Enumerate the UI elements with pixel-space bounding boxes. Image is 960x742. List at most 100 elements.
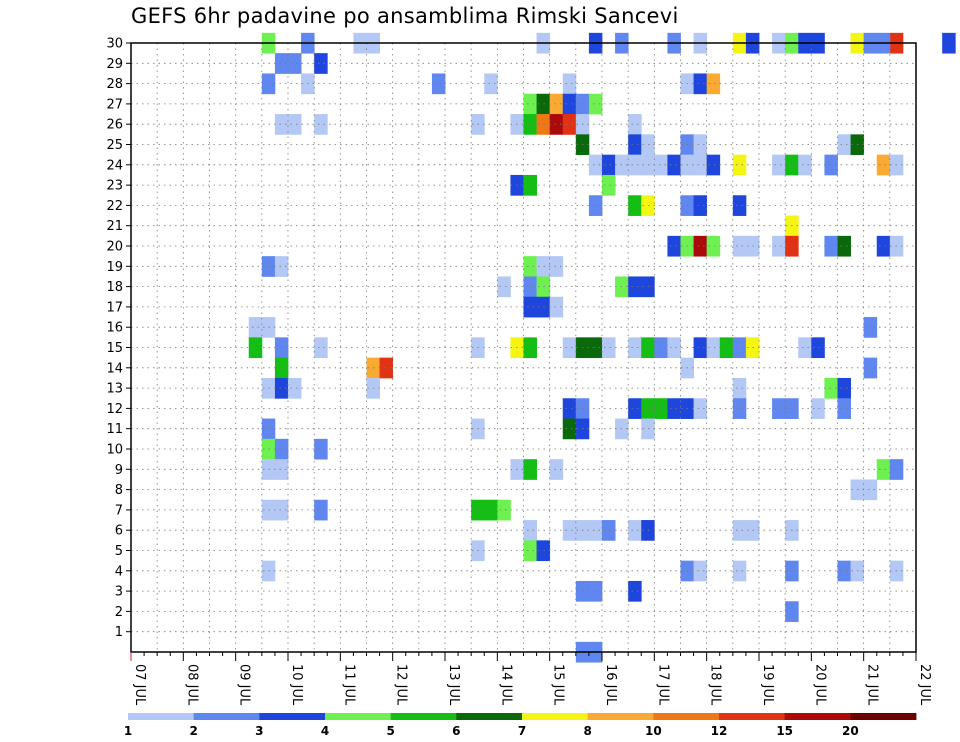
legend-swatch [653, 713, 720, 720]
heatmap-cell [523, 174, 537, 196]
heatmap-cell [549, 459, 564, 480]
legend-label: 6 [452, 724, 460, 738]
heatmap-cell [588, 195, 603, 216]
heatmap-cell [523, 93, 537, 115]
heatmap-cell [654, 398, 668, 419]
legend-label: 3 [255, 724, 263, 738]
x-tick-label: 19 JUL [760, 664, 775, 706]
heatmap-cell [536, 276, 551, 298]
heatmap-cell [628, 134, 642, 156]
y-tick-label: 1 [115, 625, 123, 640]
y-tick-label: 4 [115, 564, 123, 579]
y-tick-label: 16 [106, 321, 123, 336]
heatmap-cell [824, 154, 838, 176]
heatmap-cell [549, 296, 564, 318]
y-axis: 1234567891011121314151617181920212223242… [106, 37, 131, 640]
heatmap-cell [706, 154, 721, 176]
x-tick-label: 18 JUL [708, 664, 723, 706]
heatmap-cell [288, 377, 302, 399]
heatmap-cell [824, 235, 838, 257]
heatmap-cell [248, 317, 263, 338]
heatmap-cell [732, 235, 747, 257]
legend-label: 7 [518, 724, 526, 738]
heatmap-cell [536, 114, 551, 135]
heatmap-cell [641, 418, 655, 440]
heatmap-cell [549, 256, 564, 277]
heatmap-cell [667, 337, 681, 359]
heatmap-cell [772, 235, 786, 257]
heatmap-cell [314, 337, 328, 359]
heatmap-cell [628, 195, 642, 216]
heatmap-cell [837, 235, 851, 257]
heatmap-cell [274, 256, 289, 277]
chart-title: GEFS 6hr padavine po ansamblima Rimski S… [131, 4, 679, 28]
heatmap-cell [693, 560, 708, 582]
y-tick-label: 20 [106, 240, 123, 255]
legend-swatch [850, 713, 917, 720]
x-axis: 07 JUL 08 JUL 09 JUL 10 JUL 11 JUL 12 JUL 13 J… [130, 652, 932, 706]
legend-label: 4 [321, 724, 329, 738]
heatmap-cell [732, 398, 747, 419]
heatmap-cell [641, 195, 655, 216]
legend-label: 8 [583, 724, 591, 738]
heatmap-cell [274, 53, 289, 74]
legend-label: 2 [189, 724, 197, 738]
x-tick-label: 07 JUL [132, 664, 147, 706]
heatmap-cell [314, 114, 328, 135]
heatmap-cell [562, 398, 577, 419]
legend-swatch [193, 713, 260, 720]
heatmap-cell [274, 357, 289, 379]
heatmap-cell [588, 580, 603, 602]
heatmap-cell [523, 520, 537, 541]
heatmap-cell [536, 256, 551, 277]
heatmap-cell [732, 337, 747, 359]
y-tick-label: 25 [106, 138, 123, 153]
heatmap-cell [876, 235, 891, 257]
heatmap-cell [628, 154, 642, 176]
heatmap-cell [693, 235, 708, 257]
heatmap-cell [602, 520, 616, 541]
heatmap-cell [876, 154, 891, 176]
heatmap-cell [732, 377, 747, 399]
heatmap-cell [536, 93, 551, 115]
heatmap-cell [667, 154, 681, 176]
y-tick-label: 13 [106, 382, 123, 397]
heatmap-cell [732, 560, 747, 582]
heatmap-cell [523, 337, 537, 359]
heatmap-cell [942, 32, 956, 54]
heatmap-cell [562, 73, 577, 95]
heatmap-cell [811, 337, 825, 359]
y-tick-label: 2 [115, 605, 123, 620]
heatmap-cell [798, 154, 812, 176]
heatmap-cell [628, 398, 642, 419]
heatmap-cell [628, 520, 642, 541]
heatmap-cell [863, 479, 878, 501]
y-tick-label: 9 [115, 463, 123, 478]
heatmap-cell [667, 398, 681, 419]
heatmap-cell [798, 337, 812, 359]
heatmap-cell [248, 337, 263, 359]
heatmap-cell [549, 114, 564, 135]
heatmap-cell [431, 73, 446, 95]
heatmap-cell [588, 154, 603, 176]
y-tick-label: 6 [115, 524, 123, 539]
heatmap-cell [588, 520, 603, 541]
y-tick-label: 17 [106, 300, 123, 315]
heatmap-cell [523, 276, 537, 298]
heatmap-cell [549, 93, 564, 115]
heatmap-cell [732, 154, 747, 176]
y-tick-label: 5 [115, 544, 123, 559]
y-tick-label: 3 [115, 585, 123, 600]
legend-label: 1 [124, 724, 132, 738]
y-tick-label: 10 [106, 443, 123, 458]
heatmap-cell [641, 154, 655, 176]
x-tick-label: 22 JUL [917, 664, 932, 706]
heatmap-cell [706, 73, 721, 95]
x-tick-label: 15 JUL [551, 664, 566, 706]
legend-swatch [456, 713, 523, 720]
x-tick-label: 08 JUL [184, 664, 199, 706]
legend-swatch [325, 713, 392, 720]
heatmap-cell [837, 134, 851, 156]
heatmap-cell [497, 499, 511, 521]
